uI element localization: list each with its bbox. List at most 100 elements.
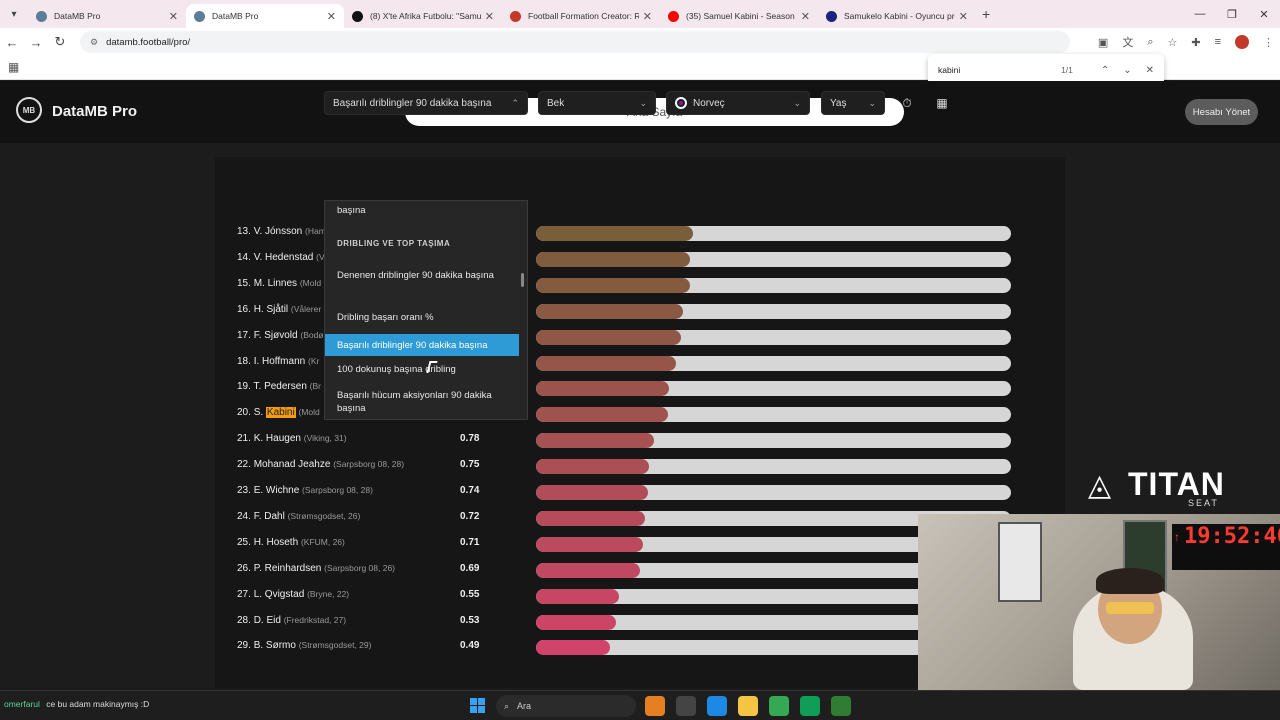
position-select[interactable]: Bek ⌄ [538, 91, 656, 115]
table-row[interactable]: 21. K. Haugen (Viking, 31) 0.78 [237, 431, 1017, 451]
browser-tab[interactable]: DataMB Pro ✕ [186, 4, 344, 28]
tab-close-icon[interactable]: ✕ [484, 10, 494, 23]
browser-tab[interactable]: (8) X'te Afrika Futbolu: "Samuk ✕ [344, 4, 502, 28]
tab-close-icon[interactable]: ✕ [168, 10, 178, 23]
browser-tab[interactable]: Football Formation Creator: Re ✕ [502, 4, 660, 28]
country-select[interactable]: Norveç ⌄ [666, 91, 810, 115]
restore-icon[interactable]: ❐ [1227, 8, 1237, 21]
weather-icon[interactable] [645, 696, 665, 716]
value-bar-fill [536, 588, 620, 604]
edge-icon[interactable] [707, 696, 727, 716]
table-row[interactable]: 25. H. Hoseth (KFUM, 26) 0.71 [237, 535, 1017, 555]
taskbar-search[interactable]: ⌕ Ara [496, 695, 636, 717]
tab-search-icon[interactable]: ▾ [11, 8, 17, 20]
chrome-icon[interactable] [769, 696, 789, 716]
value-bar-track [536, 459, 1011, 475]
table-row[interactable]: 28. D. Eid (Fredrikstad, 27) 0.53 [237, 613, 1017, 633]
chrome-profile-icon[interactable] [800, 696, 820, 716]
taskbar-apps [645, 696, 851, 716]
translate-icon[interactable]: 文 [1122, 37, 1134, 49]
site-info-icon[interactable]: ⚙ [90, 36, 99, 47]
table-row[interactable]: 20. S. Kabini (Mold [237, 405, 1017, 425]
table-row[interactable]: 16. H. Sjåtil (Vålerer [237, 302, 1017, 322]
kebab-menu-icon[interactable]: ⋮ [1263, 36, 1274, 49]
value-bar-track [536, 614, 1011, 630]
browser-tab[interactable]: DataMB Pro ✕ [28, 4, 186, 28]
apps-grid-icon[interactable]: ▦ [8, 60, 20, 74]
tab-close-icon[interactable]: ✕ [958, 10, 968, 23]
player-rank: 25. [237, 536, 251, 548]
browser-tab[interactable]: Samukelo Kabini - Oyuncu prof ✕ [818, 4, 976, 28]
calendar-icon[interactable]: ▦ [936, 96, 948, 110]
bookmark-star-icon[interactable]: ☆ [1167, 36, 1178, 49]
metric-select[interactable]: Başarılı driblingler 90 dakika başına ⌃ [324, 91, 528, 115]
back-icon[interactable]: ← [5, 34, 19, 50]
value-bar-track [536, 329, 1011, 345]
table-row[interactable]: 23. E. Wichne (Sarpsborg 08, 28) 0.74 [237, 483, 1017, 503]
find-close-icon[interactable]: ✕ [1145, 64, 1154, 76]
player-label: 23. E. Wichne (Sarpsborg 08, 28) [237, 485, 373, 496]
table-row[interactable]: 19. T. Pedersen (Br [237, 379, 1017, 399]
reload-icon[interactable]: ↻ [54, 34, 66, 49]
file-explorer-icon[interactable] [738, 696, 758, 716]
forward-icon[interactable]: → [29, 34, 43, 50]
country-select-value: Norveç [693, 97, 725, 109]
app-icon[interactable] [831, 696, 851, 716]
table-row[interactable]: 24. F. Dahl (Strømsgodset, 26) 0.72 [237, 509, 1017, 529]
chat-text: ce bu adam makinaymış :D [46, 699, 150, 709]
player-label: 15. M. Linnes (Mold [237, 278, 321, 289]
webcam-feed [918, 514, 1280, 690]
player-name: T. Pedersen [253, 381, 307, 393]
browser-tab[interactable]: (35) Samuel Kabini - Season Sh ✕ [660, 4, 818, 28]
table-row[interactable]: 27. L. Qvigstad (Bryne, 22) 0.55 [237, 587, 1017, 607]
table-row[interactable]: 15. M. Linnes (Mold [237, 276, 1017, 296]
tab-close-icon[interactable]: ✕ [642, 10, 652, 23]
value-bar-fill [536, 407, 669, 423]
taskbar-search-label: Ara [517, 701, 532, 711]
dropdown-option[interactable]: Başarılı driblingler 90 dakika başına [325, 334, 519, 356]
zoom-icon[interactable]: ⌕ [1147, 35, 1154, 48]
timer-icon[interactable]: ⏱ [902, 95, 912, 110]
table-row[interactable]: 17. F. Sjøvold (Bodø [237, 328, 1017, 348]
tab-close-icon[interactable]: ✕ [800, 10, 810, 23]
windows-start-icon[interactable] [470, 698, 485, 713]
dropdown-option[interactable]: başına [337, 205, 366, 216]
find-prev-icon[interactable]: ⌃ [1100, 64, 1110, 76]
taskbar: omerfarul ce bu adam makinaymış :D ⌕ Ara [0, 690, 1280, 720]
table-row[interactable]: 22. Mohanad Jeahze (Sarpsborg 08, 28) 0.7… [237, 457, 1017, 477]
profile-avatar[interactable] [1235, 35, 1249, 49]
manage-account-button[interactable]: Hesabı Yönet [1185, 99, 1258, 125]
table-row[interactable]: 29. B. Sørmo (Strømsgodset, 29) 0.49 [237, 638, 1017, 658]
find-next-icon[interactable]: ⌄ [1123, 64, 1132, 76]
age-select[interactable]: Yaş ⌄ [821, 91, 885, 115]
minimize-icon[interactable]: — [1194, 8, 1206, 20]
player-name: F. Sjøvold [253, 329, 298, 341]
table-row[interactable]: 18. I. Hoffmann (Kr [237, 354, 1017, 374]
new-tab-button[interactable]: + [982, 6, 991, 22]
table-row[interactable]: 14. V. Hedenstad (V [237, 250, 1017, 270]
player-label: 18. I. Hoffmann (Kr [237, 356, 319, 367]
player-rank: 13. [237, 226, 251, 237]
chevron-down-icon: ⌄ [639, 97, 647, 108]
tab-close-icon[interactable]: ✕ [326, 10, 336, 23]
install-icon[interactable]: ▣ [1097, 36, 1109, 49]
task-view-icon[interactable] [676, 696, 696, 716]
extensions-icon[interactable]: ✚ [1191, 36, 1201, 49]
url-field[interactable]: ⚙ datamb.football/pro/ [80, 31, 1070, 53]
player-name: E. Wichne [253, 485, 300, 496]
dropdown-option[interactable]: Denenen driblingler 90 dakika başına [337, 270, 494, 281]
player-name: I. Hoffmann [253, 355, 306, 367]
value-bar-fill [536, 277, 691, 293]
find-input[interactable]: kabini [938, 65, 961, 75]
close-window-icon[interactable]: ✕ [1259, 8, 1269, 21]
value-bar-fill [536, 485, 648, 500]
media-icon[interactable]: ≡ [1214, 36, 1221, 48]
table-row[interactable]: 26. P. Reinhardsen (Sarpsborg 08, 26) 0.6… [237, 561, 1017, 581]
player-rank: 28. [237, 614, 251, 626]
dropdown-option[interactable]: Başarılı hücum aksiyonları 90 dakika baş… [337, 390, 492, 414]
scrollbar-thumb[interactable] [521, 273, 524, 287]
dropdown-option[interactable]: 100 dokunuş başına dribling [337, 364, 456, 375]
dropdown-option[interactable]: Dribling başarı oranı % [337, 312, 434, 323]
dropdown-scrollbar[interactable] [520, 203, 526, 419]
table-row[interactable]: 13. V. Jónsson (Ham [237, 224, 1017, 244]
